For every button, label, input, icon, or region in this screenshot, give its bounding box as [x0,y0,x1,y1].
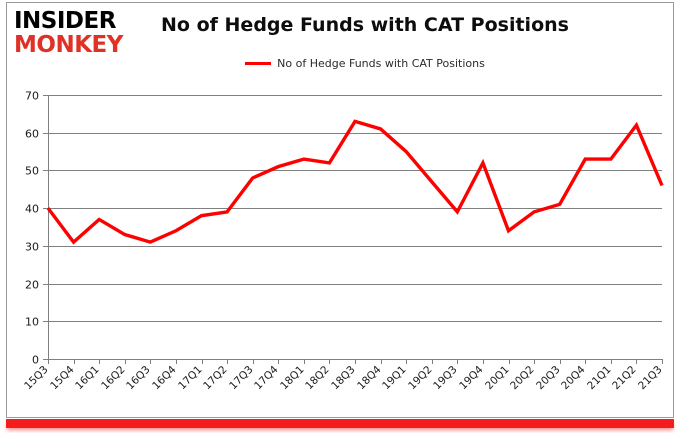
x-tick-label: 15Q4 [48,363,77,392]
y-tick-label: 10 [25,316,39,329]
x-tick-label: 20Q1 [483,364,512,393]
y-tick-label: 40 [25,203,39,216]
bottom-accent-bar [6,419,674,428]
y-tick-label: 20 [25,279,39,292]
x-tick-label: 17Q4 [252,363,281,392]
x-tick-label: 18Q1 [278,364,307,393]
chart-legend: No of Hedge Funds with CAT Positions [150,57,580,70]
x-tick-label: 21Q1 [585,364,614,393]
x-tick-label: 18Q2 [303,364,332,393]
y-tick-label: 60 [25,128,39,141]
x-tick-label: 15Q3 [22,364,51,393]
x-tick-label: 17Q2 [201,364,230,393]
x-tick-label: 18Q3 [329,364,358,393]
x-tick-label: 21Q2 [610,364,639,393]
x-tick-label: 19Q4 [457,363,486,392]
legend-entry-label: No of Hedge Funds with CAT Positions [277,57,485,70]
y-tick-label: 70 [25,90,39,103]
insider-monkey-logo: INSIDER MONKEY [14,10,136,58]
x-tick-label: 17Q3 [227,364,256,393]
x-tick-label: 20Q4 [559,363,588,392]
y-tick-label: 0 [32,354,39,367]
legend-color-swatch [245,62,272,65]
x-tick-label: 20Q2 [508,364,537,393]
x-tick-label: 21Q3 [636,364,665,393]
series-group [46,119,664,245]
y-tick-label: 30 [25,241,39,254]
chart-frame [6,2,674,418]
x-tick-label: 16Q1 [73,364,102,393]
x-tick-label: 16Q2 [99,364,128,393]
logo-line-2: MONKEY [14,32,123,58]
y-tick-label: 50 [25,165,39,178]
logo-line-1: INSIDER [14,8,116,34]
x-tick-label: 19Q3 [431,364,460,393]
y-axis-ticks-group: 0 10 20 30 40 50 60 70 [25,90,48,367]
chart-title: No of Hedge Funds with CAT Positions [161,14,569,36]
x-tick-label: 18Q4 [355,363,384,392]
x-tick-label: 19Q2 [406,364,435,393]
x-tick-label: 16Q4 [150,363,179,392]
gridlines-group [48,95,662,360]
x-tick-label: 16Q3 [124,364,153,393]
series-line-no-of-hedge-funds [46,119,664,245]
x-tick-label: 20Q3 [534,364,563,393]
x-axis-ticks-group: 15Q315Q416Q116Q216Q316Q417Q117Q217Q317Q4… [22,359,665,392]
x-tick-label: 17Q1 [176,364,205,393]
x-tick-label: 19Q1 [380,364,409,393]
